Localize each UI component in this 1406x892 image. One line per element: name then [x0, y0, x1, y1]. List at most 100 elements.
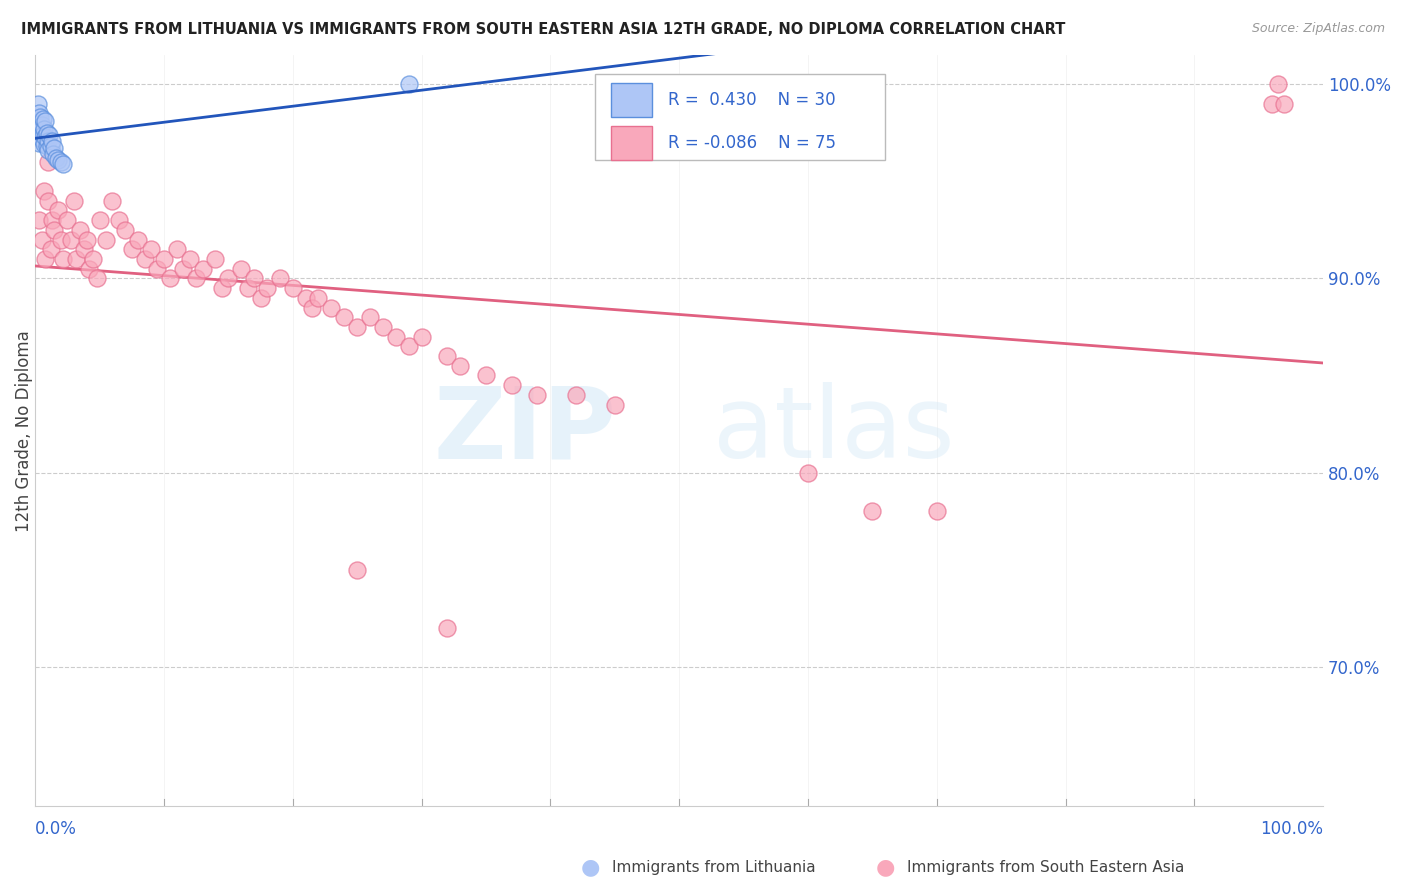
Point — [797, 466, 820, 480]
Text: R =  0.430    N = 30: R = 0.430 N = 30 — [668, 91, 835, 109]
Point — [56, 213, 79, 227]
Point — [28, 120, 51, 134]
Point — [191, 261, 214, 276]
Point — [34, 114, 56, 128]
Point — [35, 139, 58, 153]
Point — [449, 359, 471, 373]
Point — [398, 77, 420, 91]
Point — [44, 141, 66, 155]
Point — [231, 261, 253, 276]
Point — [28, 106, 51, 120]
Point — [211, 281, 233, 295]
Point — [166, 242, 188, 256]
Point — [501, 378, 523, 392]
Point — [31, 118, 53, 132]
Point — [398, 339, 420, 353]
Point — [25, 116, 48, 130]
Point — [37, 143, 59, 157]
Point — [27, 96, 49, 111]
Point — [73, 242, 96, 256]
Point — [41, 213, 63, 227]
Point — [52, 252, 75, 266]
Point — [94, 233, 117, 247]
Point — [159, 271, 181, 285]
Point — [565, 388, 588, 402]
Point — [35, 126, 58, 140]
Point — [179, 252, 201, 266]
Point — [204, 252, 226, 266]
Point — [146, 261, 169, 276]
Point — [52, 157, 75, 171]
Point — [42, 147, 65, 161]
Point — [139, 242, 162, 256]
Point — [217, 271, 239, 285]
Point — [37, 194, 59, 208]
Point — [236, 281, 259, 295]
Point — [38, 128, 60, 142]
Point — [1274, 96, 1296, 111]
Point — [475, 368, 498, 383]
Point — [39, 242, 62, 256]
Y-axis label: 12th Grade, No Diploma: 12th Grade, No Diploma — [15, 330, 32, 532]
Point — [1260, 96, 1282, 111]
Point — [32, 137, 55, 152]
Point — [101, 194, 124, 208]
Point — [31, 128, 53, 142]
Text: 100.0%: 100.0% — [1260, 820, 1323, 838]
Point — [77, 261, 100, 276]
Text: ●: ● — [876, 857, 896, 877]
Bar — [595, 74, 886, 161]
Point — [321, 301, 343, 315]
Point — [436, 349, 458, 363]
Point — [34, 252, 56, 266]
Point — [281, 281, 304, 295]
Bar — [610, 126, 652, 160]
Point — [32, 184, 55, 198]
Point — [359, 310, 381, 325]
Point — [172, 261, 194, 276]
Point — [1267, 77, 1289, 91]
Point — [436, 621, 458, 635]
Point — [44, 223, 66, 237]
Point — [184, 271, 207, 285]
Point — [46, 203, 69, 218]
Point — [294, 291, 316, 305]
Text: Immigrants from Lithuania: Immigrants from Lithuania — [612, 860, 815, 874]
Text: IMMIGRANTS FROM LITHUANIA VS IMMIGRANTS FROM SOUTH EASTERN ASIA 12TH GRADE, NO D: IMMIGRANTS FROM LITHUANIA VS IMMIGRANTS … — [21, 22, 1066, 37]
Point — [28, 136, 51, 150]
Point — [39, 139, 62, 153]
Point — [603, 398, 626, 412]
Point — [346, 320, 368, 334]
Point — [31, 131, 53, 145]
Text: Source: ZipAtlas.com: Source: ZipAtlas.com — [1251, 22, 1385, 36]
Text: Immigrants from South Eastern Asia: Immigrants from South Eastern Asia — [907, 860, 1184, 874]
Point — [49, 155, 72, 169]
Point — [49, 233, 72, 247]
Point — [60, 233, 83, 247]
Point — [925, 504, 948, 518]
Bar — [610, 83, 652, 117]
Point — [62, 194, 84, 208]
Point — [384, 329, 406, 343]
Point — [526, 388, 548, 402]
Point — [134, 252, 156, 266]
Point — [308, 291, 330, 305]
Point — [46, 153, 69, 167]
Text: ZIP: ZIP — [433, 383, 616, 479]
Point — [127, 233, 149, 247]
Point — [65, 252, 87, 266]
Point — [153, 252, 176, 266]
Point — [346, 563, 368, 577]
Text: ●: ● — [581, 857, 600, 877]
Point — [32, 122, 55, 136]
Point — [30, 124, 52, 138]
Point — [31, 112, 53, 127]
Point — [27, 126, 49, 140]
Point — [860, 504, 883, 518]
Point — [45, 151, 67, 165]
Point — [37, 134, 59, 148]
Point — [41, 134, 63, 148]
Point — [86, 271, 108, 285]
Text: 0.0%: 0.0% — [35, 820, 77, 838]
Point — [108, 213, 131, 227]
